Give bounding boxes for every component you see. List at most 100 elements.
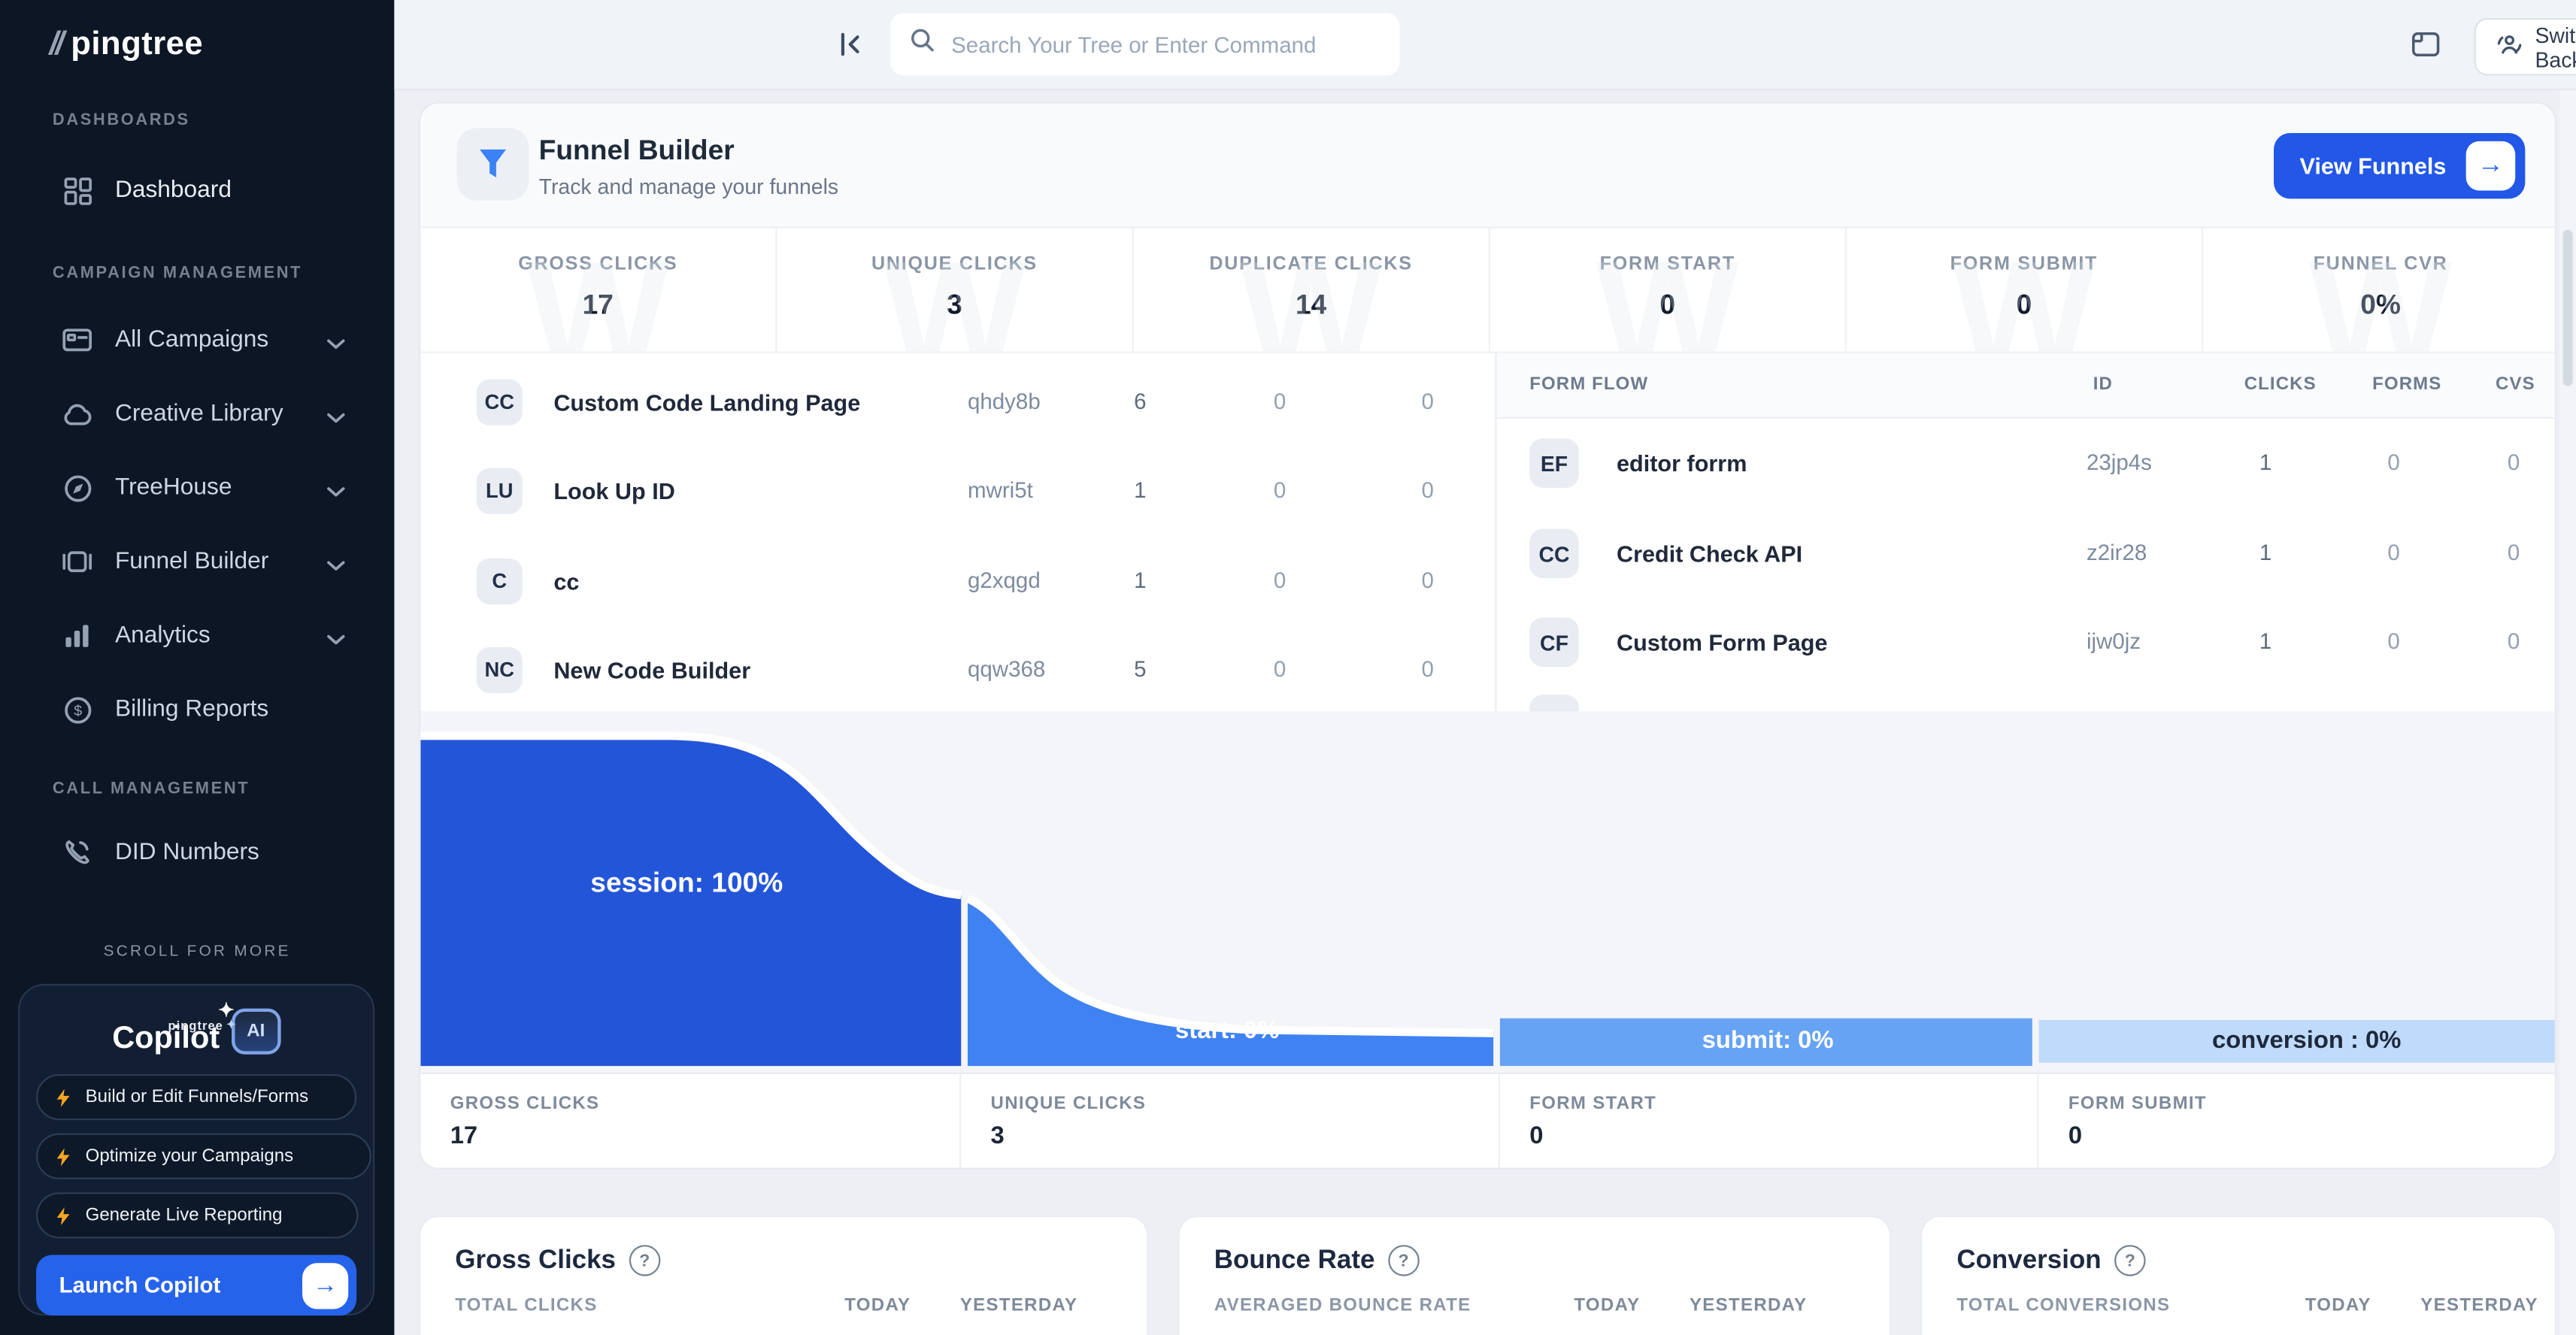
column-header-yesterday: YESTERDAY <box>959 1295 1078 1316</box>
row-cvs: 0 <box>2507 450 2520 475</box>
chevron-down-icon <box>327 625 345 652</box>
help-icon[interactable]: ? <box>1387 1245 1420 1276</box>
metric-label: AVERAGED BOUNCE RATE <box>1214 1295 1471 1316</box>
row-clicks: 1 <box>2259 450 2272 475</box>
column-header: FORM FLOW <box>1529 374 1649 395</box>
copilot-action-optimize-campaigns[interactable]: Optimize your Campaigns <box>36 1133 371 1179</box>
stat-value: 3 <box>947 289 962 321</box>
sidebar-item-did-numbers[interactable]: DID Numbers <box>0 825 394 880</box>
row-badge: LU <box>476 468 523 514</box>
sidebar-item-label: All Campaigns <box>114 326 269 353</box>
help-icon[interactable]: ? <box>629 1245 660 1276</box>
sidebar-item-treehouse[interactable]: TreeHouse <box>0 460 394 516</box>
row-clicks: 5 <box>1134 657 1147 682</box>
copilot-action-label: Build or Edit Funnels/Forms <box>85 1087 309 1107</box>
row-clicks: 1 <box>2259 628 2272 654</box>
brand-logo[interactable]: // pingtree <box>0 0 394 64</box>
table-row[interactable]: CC Credit Check API z2ir28 1 0 0 <box>1497 509 2555 598</box>
row-name: Custom Form Page <box>1617 628 1828 655</box>
card-title: Bounce Rate <box>1214 1246 1375 1274</box>
stat-label: DUPLICATE CLICKS <box>1209 254 1413 274</box>
stat-form-start: W FORM START 0 <box>1490 226 1847 352</box>
funnel-icon <box>456 128 529 201</box>
sidebar-item-funnel-builder[interactable]: Funnel Builder <box>0 534 394 589</box>
copilot-action-build-funnels[interactable]: Build or Edit Funnels/Forms <box>36 1073 357 1121</box>
funnel-chart: session: 100% start: 0% submit: 0% conve… <box>420 711 2555 1073</box>
view-funnels-button[interactable]: View Funnels → <box>2273 132 2526 199</box>
funnel-foot-gross-clicks: GROSS CLICKS 17 <box>420 1073 962 1168</box>
phone-icon <box>62 837 92 867</box>
row-forms: 0 <box>1273 568 1286 593</box>
row-forms: 0 <box>1273 389 1286 414</box>
stat-label: FORM SUBMIT <box>1950 254 2099 274</box>
row-clicks: 1 <box>1134 477 1147 503</box>
column-header-yesterday: YESTERDAY <box>2420 1295 2538 1316</box>
launch-copilot-label: Launch Copilot <box>59 1273 221 1298</box>
table-row[interactable]: LU Look Up ID mwri5t 1 0 0 <box>420 447 1495 535</box>
form-flow-panel: FORM FLOW ID CLICKS FORMS CVS EF editor … <box>1495 353 2555 815</box>
stat-form-submit: W FORM SUBMIT 0 <box>1847 226 2204 352</box>
sidebar-item-all-campaigns[interactable]: All Campaigns <box>0 312 394 368</box>
compass-icon <box>62 473 92 502</box>
copilot-ai-badge: ✦ ✦ AI <box>218 998 281 1055</box>
column-header: FORMS <box>2372 374 2442 395</box>
column-header: ID <box>2093 374 2113 395</box>
sidebar-item-analytics[interactable]: Analytics <box>0 607 394 663</box>
topbar: Switch Back <box>394 0 2576 91</box>
funnel-footer-stats: GROSS CLICKS 17 UNIQUE CLICKS 3 FORM START… <box>420 1072 2555 1168</box>
section-call-label: CALL MANAGEMENT <box>52 780 250 798</box>
stat-value: 0% <box>2360 289 2401 321</box>
sidebar-collapse-icon[interactable] <box>838 32 864 66</box>
copilot-brand-text: pingtree Copilot <box>112 1019 223 1055</box>
launch-copilot-button[interactable]: Launch Copilot → <box>36 1255 357 1316</box>
bar-chart-icon <box>62 621 92 650</box>
table-row[interactable]: CF Custom Form Page ijw0jz 1 0 0 <box>1497 598 2555 686</box>
sidebar-item-label: Creative Library <box>114 401 283 428</box>
table-row[interactable]: CC Custom Code Landing Page qhdy8b 6 0 0 <box>420 358 1495 447</box>
row-id: qhdy8b <box>967 389 1041 414</box>
column-header: CLICKS <box>2244 374 2317 395</box>
stat-value: 17 <box>450 1122 478 1150</box>
row-forms: 0 <box>1273 657 1286 682</box>
row-badge: CF <box>1529 617 1579 668</box>
row-clicks: 1 <box>2259 540 2272 565</box>
copilot-action-live-reporting[interactable]: Generate Live Reporting <box>36 1192 359 1239</box>
table-row[interactable]: NC New Code Builder qqw368 5 0 0 <box>420 625 1495 714</box>
sidebar-item-billing-reports[interactable]: $ Billing Reports <box>0 682 394 737</box>
row-clicks: 1 <box>1134 568 1147 593</box>
column-header-today: TODAY <box>1574 1295 1641 1316</box>
funnel-label-submit: submit: 0% <box>1702 1026 1834 1055</box>
sidebar-item-label: Dashboard <box>114 177 232 204</box>
scrollbar-thumb[interactable] <box>2562 229 2573 386</box>
switch-back-button[interactable]: Switch Back <box>2474 18 2576 76</box>
brand-logo-slashes-icon: // <box>49 26 65 63</box>
section-dashboards-label: DASHBOARDS <box>52 111 190 130</box>
table-row[interactable]: C cc g2xqgd 1 0 0 <box>420 537 1495 625</box>
copilot-action-label: Optimize your Campaigns <box>85 1146 294 1167</box>
scroll-for-more-hint: SCROLL FOR MORE <box>103 943 291 961</box>
help-icon[interactable]: ? <box>2114 1245 2146 1276</box>
funnel-segment-submit <box>1499 1018 2032 1067</box>
funnel-segment-start <box>967 898 1494 1067</box>
row-id: 23jp4s <box>2086 450 2152 475</box>
lightning-icon <box>56 1088 70 1106</box>
tree-search <box>890 13 1400 76</box>
page-title: Funnel Builder <box>538 135 735 166</box>
sidebar-item-label: DID Numbers <box>114 839 259 866</box>
stat-value: 3 <box>990 1122 1005 1150</box>
panel-toggle-icon[interactable] <box>2412 32 2440 66</box>
brand-logo-text: pingtree <box>71 26 204 63</box>
lightning-icon <box>56 1147 70 1166</box>
search-input[interactable] <box>947 30 1380 59</box>
sidebar-item-dashboard[interactable]: Dashboard <box>0 162 394 218</box>
funnel-label-conversion: conversion : 0% <box>2212 1026 2402 1055</box>
sidebar-item-creative-library[interactable]: Creative Library <box>0 386 394 441</box>
row-cvs: 0 <box>1421 477 1434 503</box>
metric-label: TOTAL CONVERSIONS <box>1956 1295 2171 1316</box>
column-header: CVS <box>2496 374 2535 395</box>
funnel-segment-session <box>420 735 962 1067</box>
page-subtitle: Track and manage your funnels <box>538 174 839 199</box>
table-row[interactable]: EF editor forrm 23jp4s 1 0 0 <box>1497 419 2555 507</box>
stat-label: FORM SUBMIT <box>2068 1094 2207 1114</box>
row-forms: 0 <box>2387 628 2400 654</box>
